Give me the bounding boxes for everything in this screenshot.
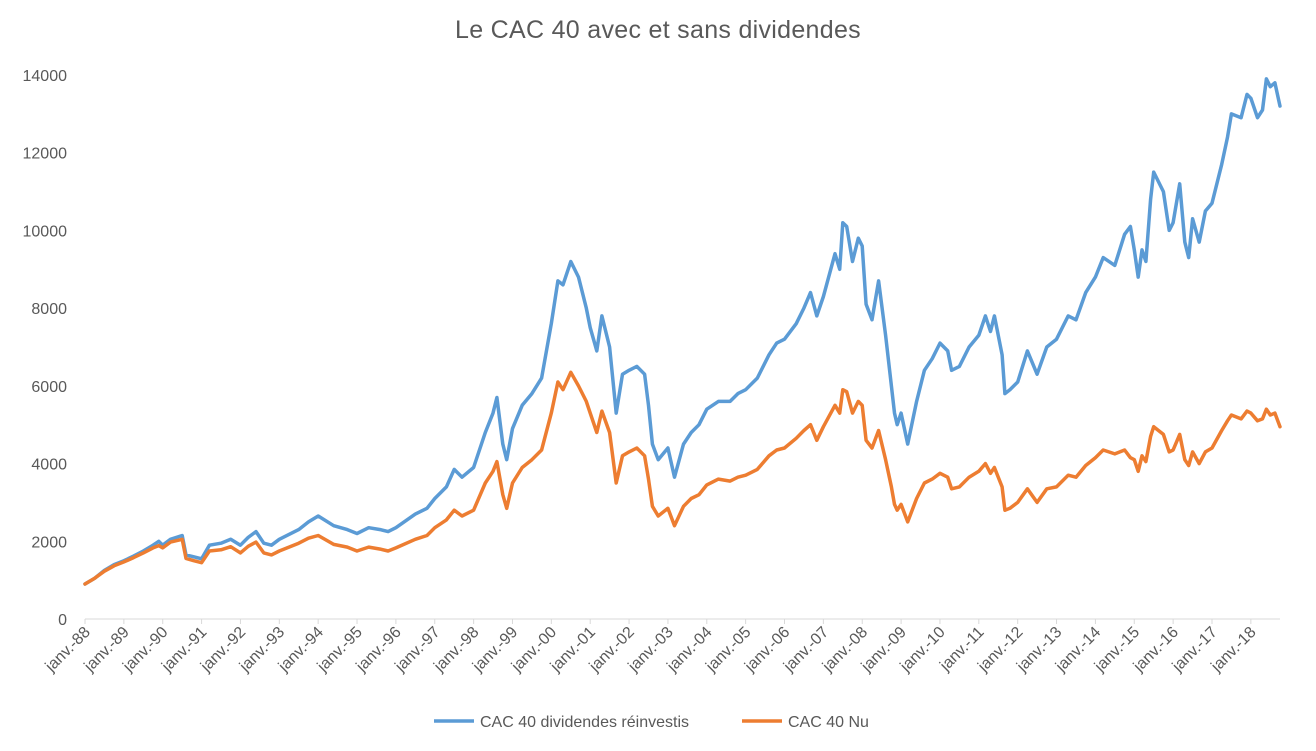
y-tick-label: 14000 [23, 68, 68, 85]
y-tick-label: 2000 [31, 534, 67, 551]
y-tick-label: 10000 [23, 223, 68, 240]
x-axis: janv.-88janv.-89janv.-90janv.-91janv.-92… [42, 619, 1260, 676]
series-line-dividends-reinvested [83, 77, 1282, 586]
y-tick-label: 0 [58, 612, 67, 629]
legend-label: CAC 40 dividendes réinvestis [480, 714, 689, 731]
legend-label: CAC 40 Nu [788, 714, 869, 731]
chart-title: Le CAC 40 avec et sans dividendes [455, 16, 861, 44]
y-tick-label: 4000 [31, 457, 67, 474]
series-line-cac40-nu [83, 370, 1282, 586]
series-layer [83, 77, 1282, 586]
y-axis: 0 2000 4000 6000 8000 10000 12000 14000 [23, 68, 68, 629]
legend: CAC 40 dividendes réinvestis CAC 40 Nu [434, 714, 869, 731]
y-tick-label: 8000 [31, 301, 67, 318]
y-tick-label: 12000 [23, 146, 68, 163]
y-tick-label: 6000 [31, 379, 67, 396]
